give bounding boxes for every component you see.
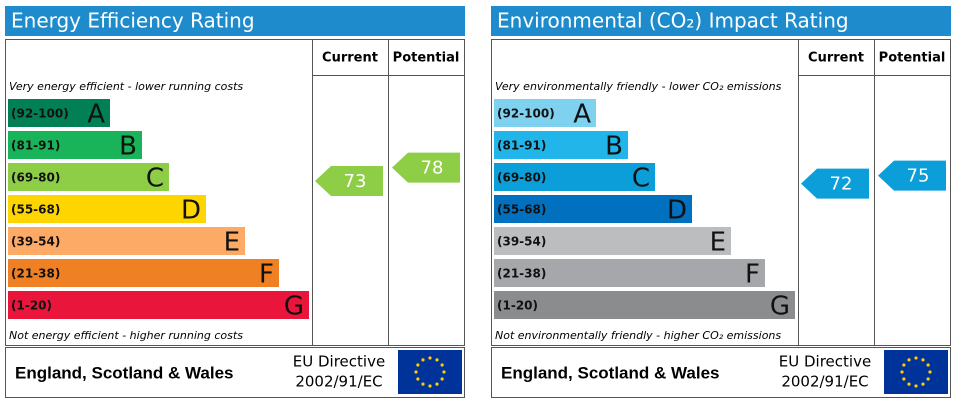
band-range: (39-54)	[497, 235, 546, 249]
column-header: Current	[322, 51, 378, 66]
directive: 2002/91/EC	[295, 373, 382, 391]
band-range: (92-100)	[497, 107, 555, 121]
flag-star	[416, 377, 420, 381]
band-range: (81-91)	[497, 139, 546, 153]
flag-star	[907, 358, 911, 362]
column-header: Current	[808, 51, 864, 66]
band-range: (55-68)	[11, 203, 60, 217]
band-letter: G	[770, 292, 790, 322]
panel-title: Energy Efficiency Rating	[11, 9, 255, 33]
directive: 2002/91/EC	[781, 373, 868, 391]
band-range: (81-91)	[11, 139, 60, 153]
flag-star	[902, 377, 906, 381]
rating-band	[8, 291, 309, 319]
band-range: (69-80)	[11, 171, 60, 185]
flag-star	[442, 370, 446, 374]
band-range: (92-100)	[11, 107, 69, 121]
flag-star	[921, 382, 925, 386]
flag-star	[435, 358, 439, 362]
top-note: Very energy efficient - lower running co…	[9, 80, 243, 93]
flag-star	[921, 358, 925, 362]
flag-star	[926, 363, 930, 367]
band-letter: D	[667, 196, 687, 226]
band-letter: C	[146, 164, 164, 194]
band-range: (39-54)	[11, 235, 60, 249]
rating-band	[8, 259, 279, 287]
band-letter: G	[284, 292, 304, 322]
directive: EU Directive	[779, 353, 871, 371]
rating-band	[8, 131, 142, 159]
region: England, Scotland & Wales	[501, 363, 720, 382]
band-letter: F	[259, 260, 274, 290]
flag-star	[428, 356, 432, 360]
band-range: (21-38)	[11, 267, 60, 281]
band-range: (1-20)	[11, 299, 52, 313]
rating-band	[494, 291, 795, 319]
rating-band	[494, 227, 731, 255]
title-bar	[491, 6, 951, 36]
column-header: Potential	[879, 51, 946, 66]
band-letter: F	[745, 260, 760, 290]
rating-band	[494, 131, 628, 159]
band-letter: B	[605, 132, 623, 162]
flag-star	[435, 382, 439, 386]
table-border	[491, 39, 951, 346]
flag-star	[416, 363, 420, 367]
rating-panel: Energy Efficiency Rating Current Potential…	[5, 6, 465, 398]
rating-band	[494, 195, 692, 223]
band-letter: A	[87, 100, 105, 130]
band-range: (1-20)	[497, 299, 538, 313]
band-letter: C	[632, 164, 650, 194]
rating-value: 73	[344, 171, 367, 192]
rating-value: 75	[907, 166, 930, 187]
rating-band	[494, 163, 655, 191]
flag-star	[926, 377, 930, 381]
rating-arrow	[801, 168, 869, 199]
flag-star	[440, 363, 444, 367]
bottom-note: Not energy efficient - higher running co…	[9, 329, 243, 342]
flag-star	[421, 382, 425, 386]
directive: EU Directive	[293, 353, 385, 371]
rating-band	[494, 259, 765, 287]
rating-value: 78	[421, 158, 444, 179]
bottom-note: Not environmentally friendly - higher CO…	[495, 329, 781, 342]
band-range: (21-38)	[497, 267, 546, 281]
flag-star	[440, 377, 444, 381]
rating-arrow	[392, 152, 460, 183]
footer-border	[5, 347, 465, 398]
region: England, Scotland & Wales	[15, 363, 234, 382]
band-letter: B	[119, 132, 137, 162]
rating-arrow	[315, 166, 383, 196]
rating-band	[8, 195, 206, 223]
band-range: (55-68)	[497, 203, 546, 217]
rating-band	[8, 227, 245, 255]
flag-star	[914, 384, 918, 388]
table-border	[5, 39, 465, 346]
flag-star	[907, 382, 911, 386]
flag-star	[414, 370, 418, 374]
flag-star	[900, 370, 904, 374]
panel-title: Environmental (CO₂) Impact Rating	[497, 9, 849, 33]
flag-star	[928, 370, 932, 374]
flag-star	[428, 384, 432, 388]
flag-star	[421, 358, 425, 362]
rating-band	[494, 99, 596, 127]
title-bar	[5, 6, 465, 36]
top-note: Very environmentally friendly - lower CO…	[495, 80, 782, 93]
footer-border	[491, 347, 951, 398]
rating-panel: Environmental (CO₂) Impact Rating Current…	[491, 6, 951, 398]
band-letter: A	[573, 100, 591, 130]
rating-band	[8, 99, 110, 127]
rating-band	[8, 163, 169, 191]
column-header: Potential	[393, 51, 460, 66]
rating-arrow	[878, 160, 946, 191]
band-letter: E	[710, 228, 726, 258]
band-range: (69-80)	[497, 171, 546, 185]
band-letter: E	[224, 228, 240, 258]
flag-star	[914, 356, 918, 360]
band-letter: D	[181, 196, 201, 226]
rating-value: 72	[830, 174, 853, 195]
flag-star	[902, 363, 906, 367]
